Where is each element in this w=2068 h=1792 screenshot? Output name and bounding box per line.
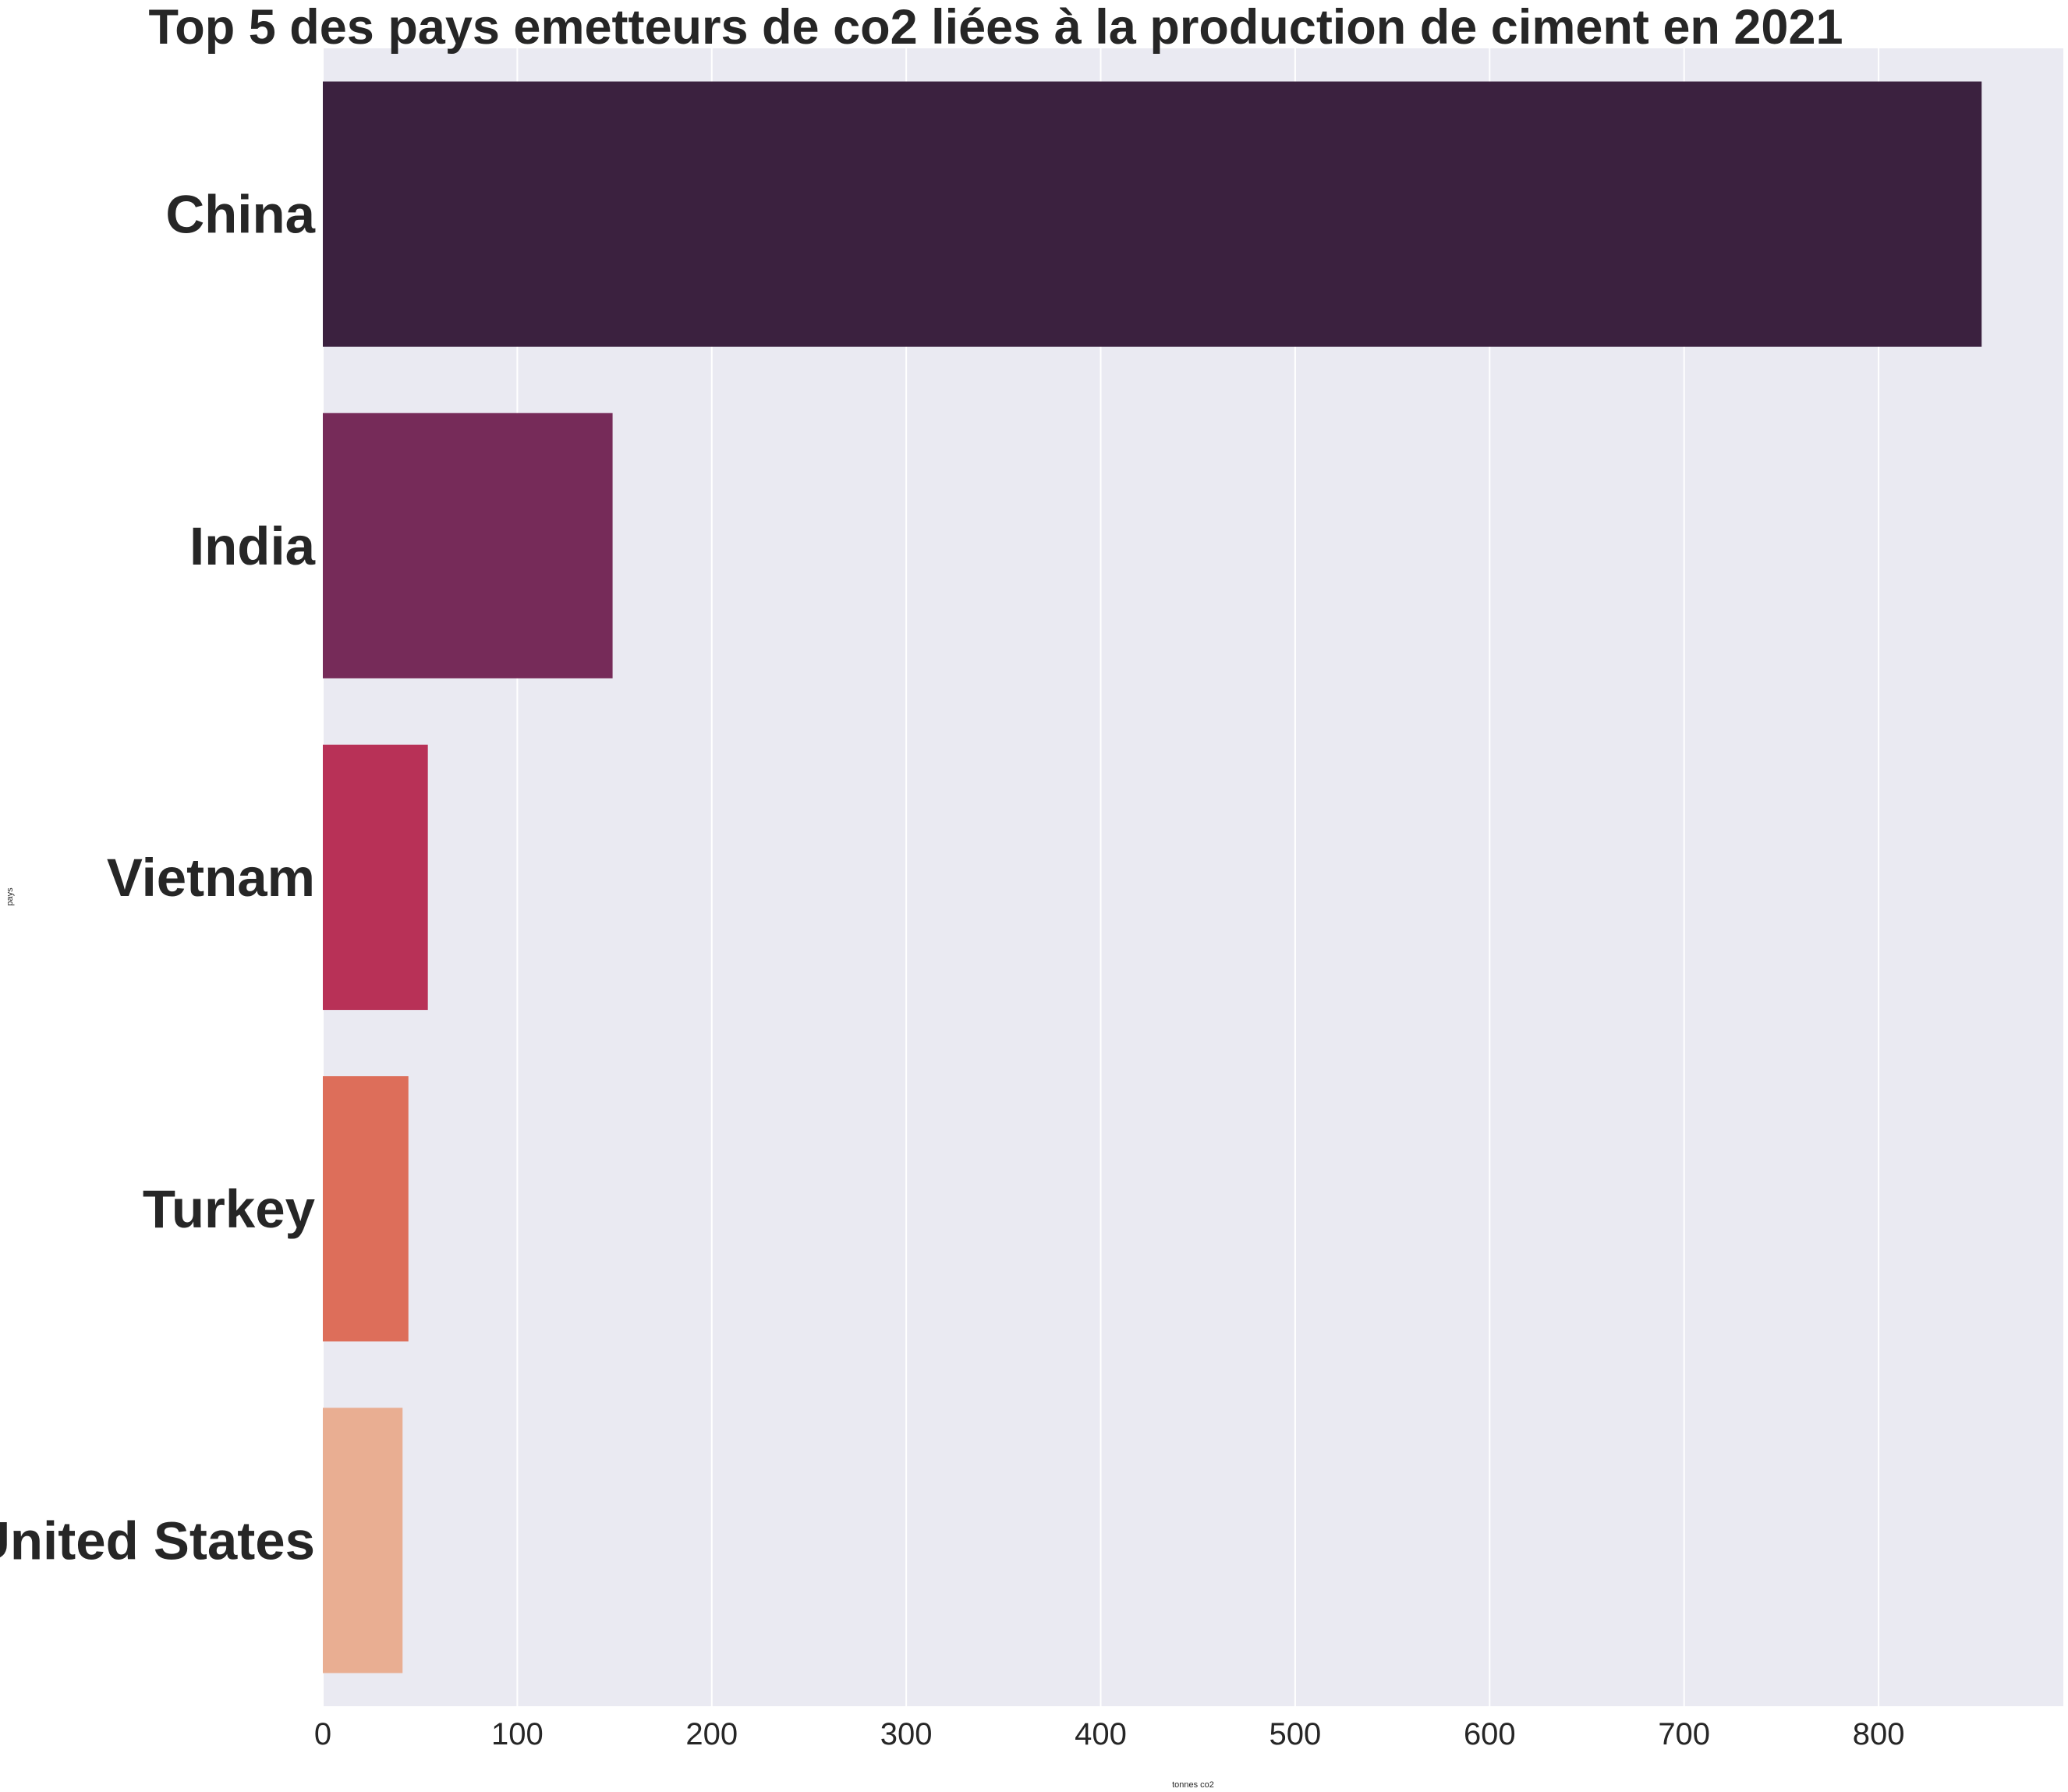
x-tick-label: 0 [314, 1717, 331, 1751]
x-tick-label: 700 [1658, 1717, 1710, 1751]
x-tick-label: 500 [1269, 1717, 1322, 1751]
category-labels: China India Vietnam Turkey United States [0, 185, 316, 1571]
x-axis-label: tonnes co2 [1172, 1780, 1214, 1790]
x-tick-labels: 0 100 200 300 400 500 600 700 800 [314, 1717, 1905, 1751]
category-label: India [189, 516, 316, 576]
x-tick-label: 100 [491, 1717, 544, 1751]
category-label: Vietnam [107, 848, 315, 908]
x-tick-label: 200 [685, 1717, 738, 1751]
y-axis-label: pays [5, 887, 15, 906]
chart-title: Top 5 des pays emetteurs de co2 liées à … [148, 0, 1843, 55]
bar-vietnam [323, 744, 428, 1011]
x-tick-label: 800 [1853, 1717, 1905, 1751]
category-label: China [165, 185, 315, 245]
x-tick-label: 600 [1464, 1717, 1516, 1751]
bar-india [323, 413, 613, 678]
x-tick-label: 300 [880, 1717, 933, 1751]
x-tick-label: 400 [1075, 1717, 1127, 1751]
bars [323, 81, 1982, 1673]
bar-united-states [323, 1408, 403, 1673]
category-label: United States [0, 1510, 315, 1571]
bar-turkey [323, 1076, 409, 1342]
bar-china [323, 81, 1982, 347]
category-label: Turkey [143, 1179, 315, 1239]
